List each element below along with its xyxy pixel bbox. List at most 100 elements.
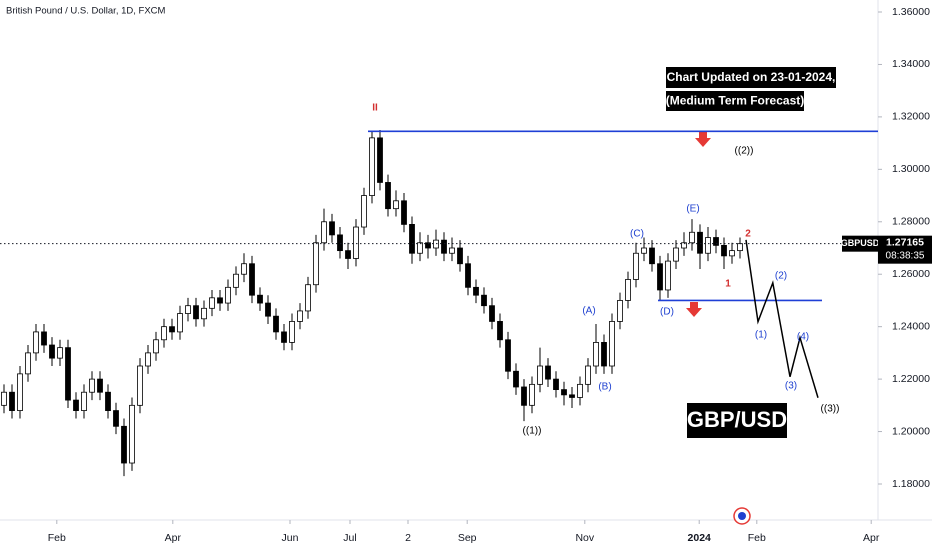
note: (Medium Term Forecast)	[666, 94, 804, 108]
x-tick-label: Nov	[575, 532, 594, 544]
symbol-banner: GBP/USD	[687, 407, 787, 432]
candle-body	[601, 342, 607, 367]
candle-body	[209, 297, 215, 309]
wave-label: (4)	[797, 332, 809, 343]
y-tick-label: 1.18000	[892, 478, 930, 490]
candle-body	[617, 300, 623, 322]
candle-body	[329, 221, 335, 236]
symbol-tag	[842, 235, 878, 252]
candle-body	[121, 425, 127, 464]
candle-body	[161, 326, 167, 341]
wave-label: (B)	[598, 382, 611, 393]
candle-body	[457, 247, 463, 265]
symbol-box	[687, 403, 787, 438]
candle-body	[441, 239, 447, 254]
candle-body	[1, 391, 7, 406]
arrow-down	[686, 302, 702, 317]
candle-body	[625, 279, 631, 301]
y-tick-label: 1.36000	[892, 6, 930, 18]
candle-body	[577, 383, 583, 398]
candle-body	[193, 305, 199, 320]
candle-body	[505, 339, 511, 372]
x-tick-label: Jul	[343, 532, 356, 544]
wave-label: (3)	[785, 381, 797, 392]
candle-body	[713, 237, 719, 246]
candle-body	[57, 347, 63, 359]
candle-body	[529, 383, 535, 406]
candle-body	[737, 243, 743, 252]
candle-body	[649, 247, 655, 265]
candle-body	[729, 250, 735, 257]
candle-body	[297, 310, 303, 322]
candle-body	[681, 242, 687, 249]
candle-body	[105, 391, 111, 411]
wave-label: (E)	[686, 204, 699, 215]
note-box	[666, 67, 836, 88]
wave-label: 1	[725, 279, 731, 290]
candle-body	[377, 137, 383, 183]
candle-body	[17, 373, 23, 411]
candle-body	[273, 315, 279, 333]
candle-body	[553, 378, 559, 391]
candle-body	[33, 331, 39, 354]
y-tick-label: 1.26000	[892, 268, 930, 280]
candle-body	[665, 260, 671, 291]
candle-body	[481, 294, 487, 307]
candle-body	[217, 297, 223, 304]
candle-body	[137, 365, 143, 406]
candle-body	[465, 263, 471, 288]
candle-body	[425, 242, 431, 249]
x-tick-label: 2024	[688, 532, 712, 544]
wave-label: ((3))	[821, 404, 840, 415]
candle-body	[721, 244, 727, 257]
candle-body	[633, 252, 639, 280]
y-tick-label: 1.28000	[892, 216, 930, 228]
wave-label: (C)	[630, 229, 644, 240]
y-tick-label: 1.30000	[892, 163, 930, 175]
candle-body	[489, 305, 495, 322]
x-tick-label: Jun	[282, 532, 299, 544]
candle-body	[233, 273, 239, 288]
chart-title: British Pound / U.S. Dollar, 1D, FXCM	[6, 6, 166, 17]
candle-body	[49, 344, 55, 359]
candle-body	[89, 378, 95, 393]
candle-body	[321, 221, 327, 244]
y-tick-label: 1.22000	[892, 373, 930, 385]
candle-body	[369, 137, 375, 196]
candle-body	[569, 394, 575, 398]
y-tick-label: 1.20000	[892, 425, 930, 437]
y-tick-label: 1.34000	[892, 58, 930, 70]
candle-body	[265, 302, 271, 317]
candle-body	[689, 231, 695, 244]
candle-body	[417, 242, 423, 254]
wave-label: (D)	[660, 307, 674, 318]
event-icon-dot	[738, 512, 746, 520]
candle-body	[473, 286, 479, 296]
candle-body	[313, 242, 319, 286]
arrow-down	[695, 132, 711, 147]
wave-label: II	[372, 103, 378, 114]
candle-body	[337, 234, 343, 252]
candle-body	[241, 263, 247, 275]
note-box	[666, 91, 804, 111]
wave-label: (2)	[775, 271, 787, 282]
wave-label: ((2))	[735, 146, 754, 157]
candle-body	[393, 200, 399, 210]
x-tick-label: Sep	[458, 532, 477, 544]
x-tick-label: Feb	[748, 532, 766, 544]
candle-body	[41, 331, 47, 346]
candle-body	[201, 307, 207, 320]
candle-body	[353, 226, 359, 259]
candle-body	[97, 378, 103, 393]
candle-body	[145, 352, 151, 367]
candle-body	[169, 326, 175, 333]
candle-body	[385, 182, 391, 210]
candle-body	[153, 339, 159, 354]
candle-body	[65, 347, 71, 401]
candle-body	[497, 321, 503, 341]
wave-label: (A)	[582, 306, 595, 317]
candle-body	[113, 410, 119, 427]
candle-body	[521, 386, 527, 406]
candle-body	[409, 224, 415, 254]
wave-label: 2	[745, 229, 751, 240]
